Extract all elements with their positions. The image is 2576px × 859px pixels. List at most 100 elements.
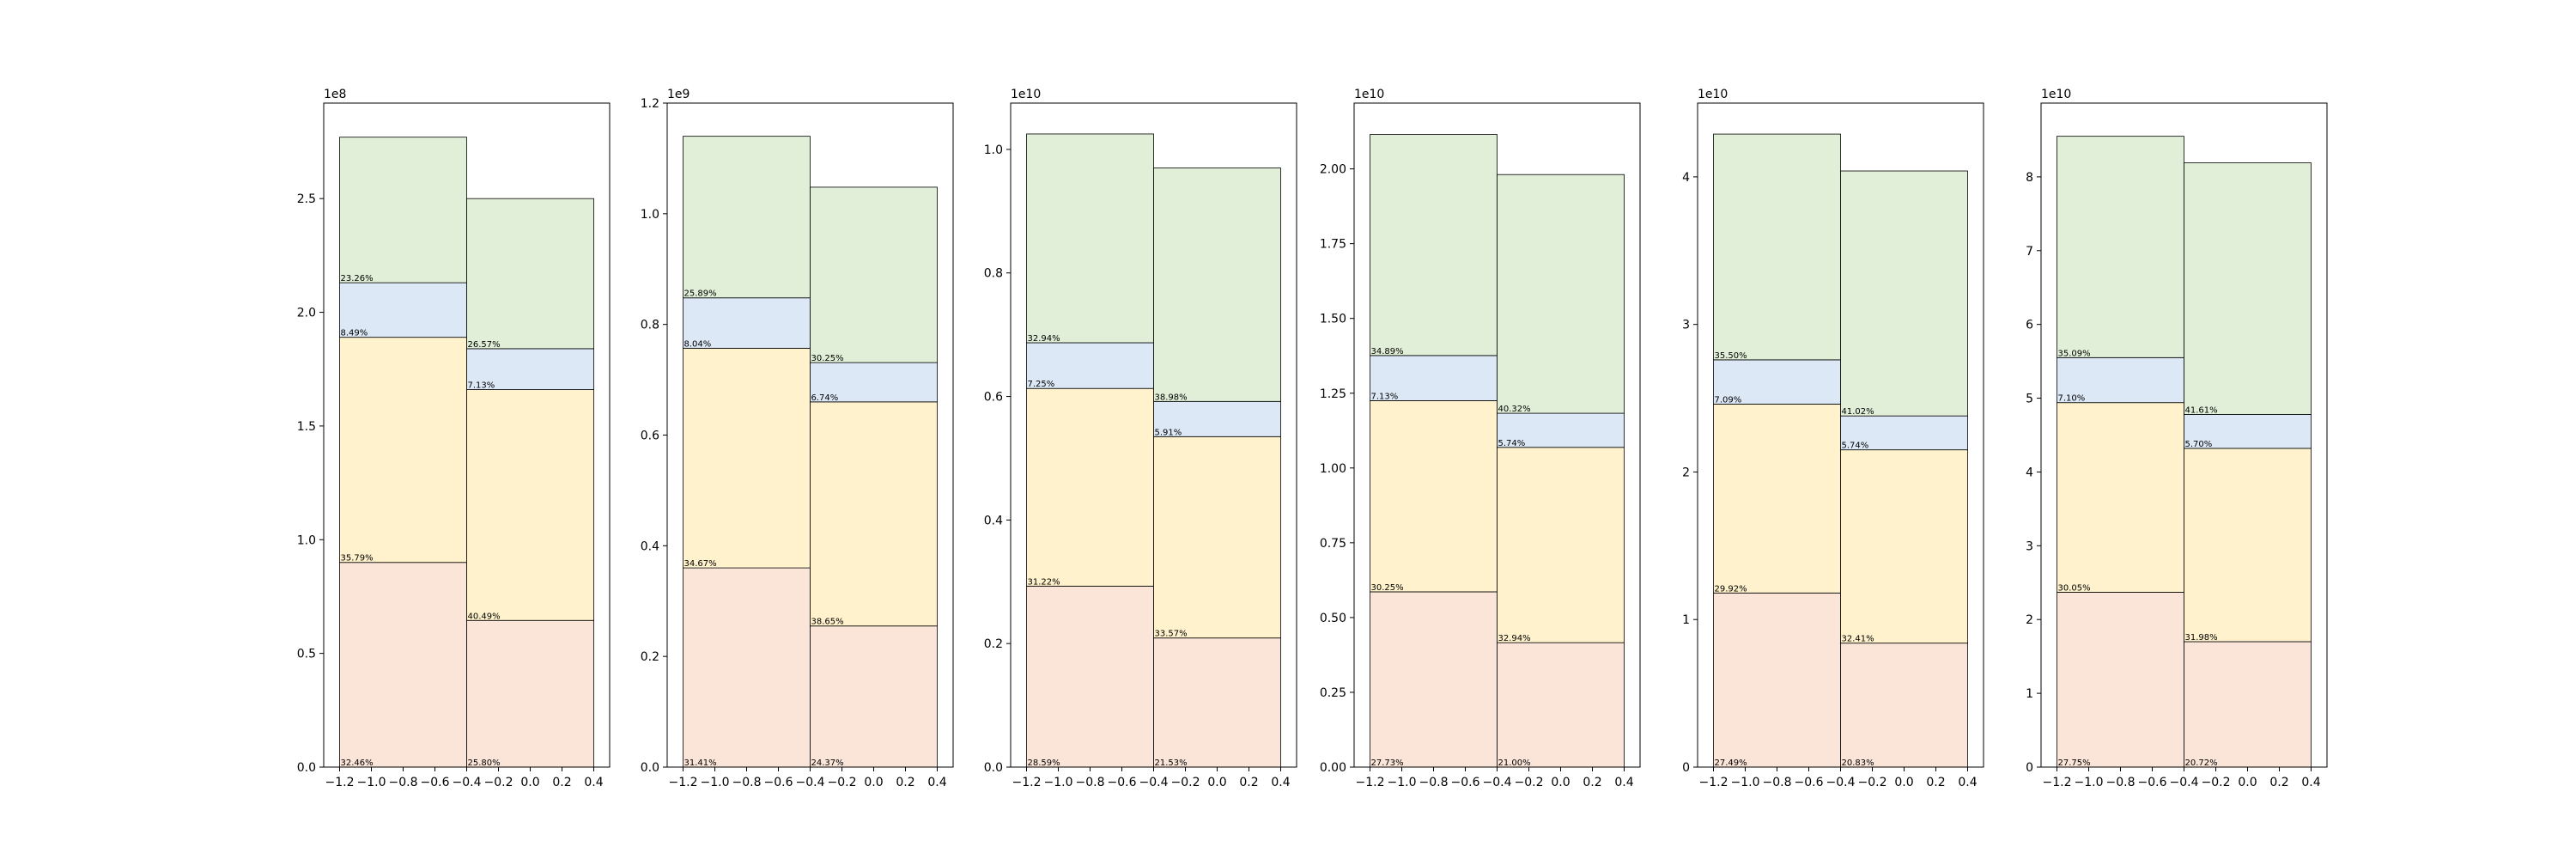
segment-percent-label: 32.41% [1842, 635, 1874, 644]
x-tick-label: −1.0 [1388, 776, 1417, 789]
chart-panel-5: 27.49% 29.92% 7.09% 35.50% 20.83% 32.41% 5.74%… [1682, 88, 1984, 789]
y-tick-label: 0.4 [641, 539, 659, 553]
x-tick-label: −0.8 [732, 776, 762, 789]
x-tick-label: 0.2 [552, 776, 571, 789]
y-tick-label: 0.50 [1320, 612, 1346, 625]
bar-segment [1840, 643, 1968, 768]
x-tick-label: −0.6 [1451, 776, 1480, 789]
x-tick-label: −1.2 [669, 776, 698, 789]
bar-segment [1026, 585, 1154, 768]
bar-segment [810, 186, 938, 363]
segment-percent-label: 20.83% [1842, 758, 1874, 768]
bar-segment [1153, 168, 1281, 402]
y-tick-label: 1.0 [984, 143, 1003, 157]
x-tick-label: 0.0 [1551, 776, 1570, 789]
y-tick-label: 0.4 [984, 514, 1003, 527]
x-tick-label: 0.2 [1583, 776, 1601, 789]
chart-panel-2: 31.41% 34.67% 8.04% 25.89% 24.37% 38.65% 6.74%… [641, 88, 954, 789]
y-tick-label: 2 [2026, 613, 2033, 627]
x-tick-label: 0.2 [1926, 776, 1945, 789]
segment-percent-label: 35.79% [341, 554, 374, 564]
y-tick-label: 0.8 [984, 267, 1003, 281]
y-tick-label: 0.75 [1320, 537, 1346, 551]
segment-percent-label: 31.41% [684, 758, 717, 768]
x-tick-label: −0.4 [796, 776, 825, 789]
bar-segment [1370, 591, 1498, 768]
y-exponent-label: 1e10 [1698, 88, 1728, 101]
y-tick-label: 0.6 [641, 430, 659, 443]
segment-percent-label: 29.92% [1715, 584, 1747, 594]
x-tick-label: −0.8 [1763, 776, 1792, 789]
y-tick-label: 1 [1682, 613, 1690, 627]
segment-percent-label: 5.74% [1498, 439, 1526, 448]
bar-segment [1840, 415, 1968, 451]
bar-segment [1153, 436, 1281, 639]
bar-segment [339, 337, 467, 564]
y-tick-label: 0.0 [984, 761, 1003, 775]
segment-percent-label: 34.67% [684, 559, 717, 569]
y-tick-label: 0.00 [1320, 761, 1346, 775]
x-tick-label: −1.2 [1699, 776, 1728, 789]
segment-percent-label: 7.25% [1028, 380, 1055, 389]
y-tick-label: 0.2 [641, 650, 659, 664]
chart-panel-6: 27.75% 30.05% 7.10% 35.09% 20.72% 31.98% 5.70%… [2026, 88, 2328, 789]
bar-segment [1840, 449, 1968, 644]
bar-segment [2184, 448, 2312, 643]
y-tick-label: 1.00 [1320, 462, 1346, 476]
x-tick-label: −0.2 [2202, 776, 2231, 789]
segment-percent-label: 5.70% [2185, 440, 2213, 449]
y-tick-label: 1.50 [1320, 313, 1346, 326]
segment-percent-label: 30.05% [2058, 583, 2091, 593]
bar-segment [1370, 134, 1498, 356]
bar-segment [810, 362, 938, 403]
segment-percent-label: 27.73% [1371, 758, 1404, 768]
x-tick-label: −1.2 [1012, 776, 1042, 789]
segment-percent-label: 27.75% [2058, 758, 2091, 768]
x-tick-label: −1.0 [1044, 776, 1073, 789]
x-tick-label: 0.0 [1207, 776, 1226, 789]
y-tick-label: 2.0 [297, 307, 316, 320]
chart-panel-1: 32.46% 35.79% 8.49% 23.26% 25.80% 40.49% 7.13%… [297, 88, 611, 789]
bar-segment [683, 347, 811, 569]
y-exponent-label: 1e10 [2041, 88, 2071, 101]
x-tick-label: 0.2 [2269, 776, 2288, 789]
segment-percent-label: 40.32% [1498, 405, 1531, 414]
segment-percent-label: 6.74% [811, 393, 839, 403]
x-tick-label: −0.4 [2170, 776, 2199, 789]
y-tick-label: 0.8 [641, 319, 659, 332]
segment-percent-label: 30.25% [811, 354, 844, 363]
x-tick-label: −0.6 [2138, 776, 2167, 789]
segment-percent-label: 7.10% [2058, 394, 2086, 404]
bar-segment [466, 348, 594, 390]
segment-percent-label: 30.25% [1371, 583, 1404, 593]
x-tick-label: −0.8 [2106, 776, 2136, 789]
y-exponent-label: 1e10 [1354, 88, 1384, 101]
y-tick-label: 1.0 [641, 208, 659, 222]
y-tick-label: 1.5 [297, 420, 316, 434]
x-tick-label: 0.4 [1271, 776, 1290, 789]
y-tick-label: 1.2 [641, 97, 659, 111]
x-tick-label: −0.8 [1419, 776, 1449, 789]
segment-percent-label: 35.50% [1715, 351, 1747, 361]
x-tick-label: 0.0 [1894, 776, 1913, 789]
bar-segment [1497, 447, 1625, 643]
bar-segment [1713, 359, 1841, 405]
y-tick-label: 0 [2026, 761, 2033, 775]
bar-segment [1153, 637, 1281, 768]
segment-percent-label: 38.65% [811, 618, 844, 627]
x-tick-label: 0.2 [1239, 776, 1258, 789]
x-tick-label: 0.4 [584, 776, 603, 789]
segment-percent-label: 28.59% [1028, 758, 1060, 768]
x-tick-label: 0.0 [520, 776, 539, 789]
bar-segment [1713, 133, 1841, 361]
chart-panel-3: 28.59% 31.22% 7.25% 32.94% 21.53% 33.57% 5.91%… [984, 88, 1297, 789]
bar-segment [683, 136, 811, 299]
y-tick-label: 1.0 [297, 533, 316, 547]
segment-percent-label: 41.61% [2185, 405, 2218, 415]
x-tick-label: 0.0 [864, 776, 883, 789]
segment-percent-label: 25.89% [684, 289, 717, 299]
y-tick-label: 2 [1682, 466, 1690, 479]
x-tick-label: −0.4 [1139, 776, 1169, 789]
bar-segment [1840, 170, 1968, 417]
